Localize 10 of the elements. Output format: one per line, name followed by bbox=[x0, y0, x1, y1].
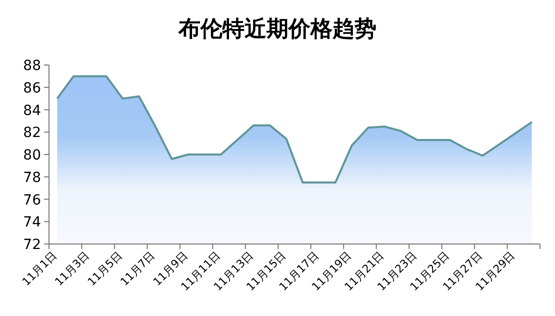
y-tick-label: 86 bbox=[23, 80, 42, 96]
y-tick-label: 76 bbox=[23, 192, 42, 208]
y-tick-label: 74 bbox=[23, 214, 42, 231]
y-tick-label: 82 bbox=[23, 125, 41, 142]
y-tick-label: 84 bbox=[23, 102, 42, 119]
y-tick-label: 78 bbox=[23, 170, 41, 186]
y-tick-label: 80 bbox=[23, 148, 41, 164]
y-tick-label: 88 bbox=[23, 58, 41, 74]
chart-title: 布伦特近期价格趋势 bbox=[178, 17, 376, 42]
y-tick-label: 72 bbox=[23, 237, 41, 253]
